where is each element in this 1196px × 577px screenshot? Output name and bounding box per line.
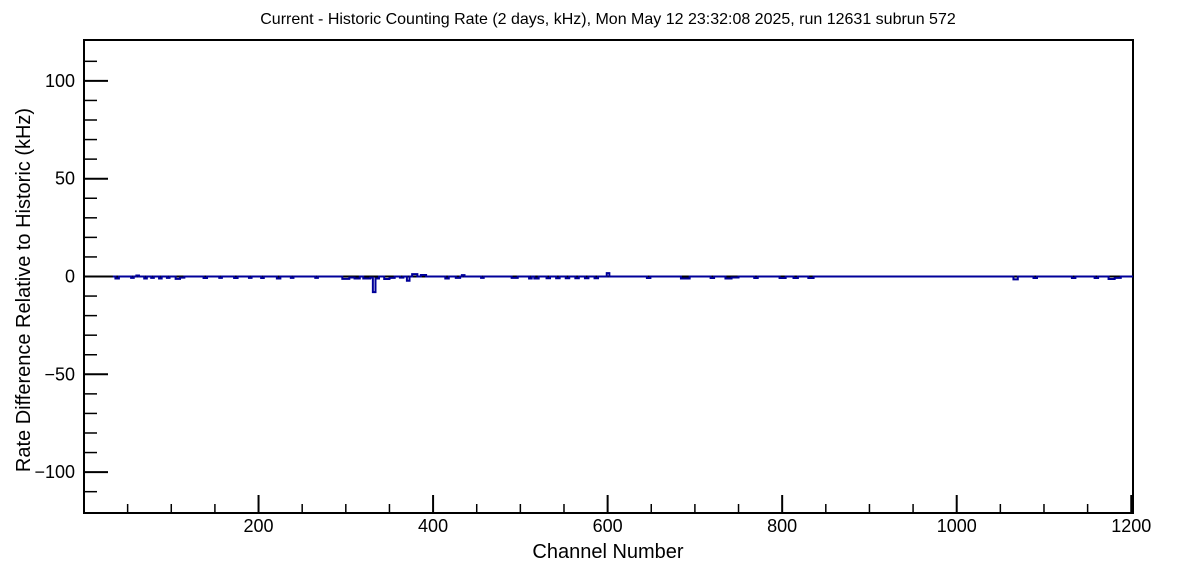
x-axis-label: Channel Number (532, 541, 684, 563)
y-tick-label: 100 (45, 71, 75, 91)
x-tick-label: 1200 (1111, 516, 1151, 536)
x-tick-label: 600 (593, 516, 623, 536)
y-tick-label: 0 (65, 267, 75, 287)
axis-ticks-layer: 200 400 600 800 1000 1200 −100 −50 0 50 100 (34, 60, 1151, 536)
y-tick-label: 50 (55, 169, 75, 189)
x-tick-label: 800 (767, 516, 797, 536)
y-tick-label: −100 (34, 462, 75, 482)
chart-title: Current - Historic Counting Rate (2 days… (260, 11, 956, 28)
x-tick-label: 1000 (937, 516, 977, 536)
series-layer (112, 272, 1133, 294)
x-tick-label: 400 (418, 516, 448, 536)
x-tick-label: 200 (244, 516, 274, 536)
y-tick-label: −50 (44, 364, 75, 384)
rate-difference-series (112, 272, 1133, 294)
y-axis-label: Rate Difference Relative to Historic (kH… (13, 108, 35, 472)
